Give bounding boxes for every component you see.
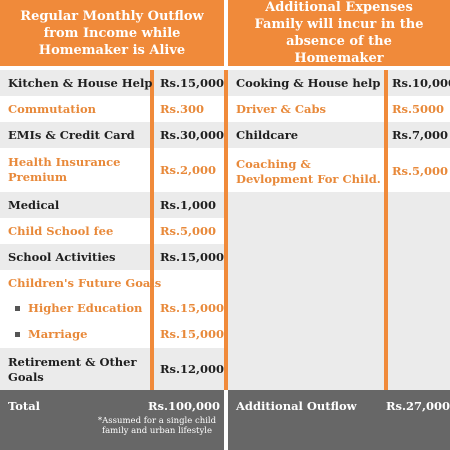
- list-item-value: Rs.12,000: [160, 362, 225, 376]
- total-value: Rs.100,000: [148, 399, 221, 413]
- list-item-value: Rs.2,000: [160, 163, 217, 177]
- left-header: Regular Monthly Outflow from Income whil…: [0, 0, 224, 66]
- list-item-label: Coaching & Devlopment For Child.: [236, 157, 381, 186]
- footnote: *Assumed for a single child family and u…: [97, 416, 217, 436]
- column-divider: [224, 70, 228, 390]
- row-bg: [0, 122, 224, 148]
- list-item-value: Rs.15,000: [160, 76, 225, 90]
- section-label: Children's Future Goals: [8, 276, 162, 290]
- list-item-label: Cooking & House help: [236, 76, 381, 90]
- bullet-icon: [15, 306, 20, 311]
- column-divider: [150, 70, 154, 390]
- list-item-value: Rs.15,000: [160, 250, 225, 264]
- row-bg: [0, 348, 224, 390]
- row-bg: [0, 270, 224, 348]
- list-item-label: Medical: [8, 198, 60, 212]
- list-item-label: Child School fee: [8, 224, 114, 238]
- row-bg: [228, 192, 450, 390]
- row-bg: [0, 96, 224, 122]
- footer-left: [0, 390, 224, 450]
- column-divider: [384, 70, 388, 390]
- list-item-value: Rs.5000: [392, 102, 445, 116]
- list-item-value: Rs.300: [160, 102, 205, 116]
- row-bg: [228, 70, 450, 96]
- list-item-value: Rs.5,000: [392, 164, 449, 178]
- list-item-value: Rs.15,000: [160, 327, 225, 341]
- additional-outflow-label: Additional Outflow: [236, 399, 357, 413]
- row-bg: [0, 192, 224, 218]
- additional-outflow-value: Rs.27,000: [386, 399, 450, 413]
- list-item-label: Higher Education: [28, 301, 143, 315]
- row-bg: [0, 70, 224, 96]
- bullet-icon: [15, 332, 20, 337]
- row-bg: [0, 218, 224, 244]
- header-divider: [224, 0, 228, 66]
- footer-right: [228, 390, 450, 450]
- list-item-label: Health Insurance Premium: [8, 155, 121, 184]
- list-item-label: Driver & Cabs: [236, 102, 326, 116]
- list-item-value: Rs.1,000: [160, 198, 217, 212]
- list-item-label: Kitchen & House Help: [8, 76, 153, 90]
- list-item-label: EMIs & Credit Card: [8, 128, 135, 142]
- row-bg: [0, 148, 224, 192]
- list-item-value: Rs.30,000: [160, 128, 225, 142]
- row-bg: [228, 148, 450, 192]
- list-item-label: School Activities: [8, 250, 116, 264]
- list-item-label: Marriage: [28, 327, 88, 341]
- list-item-value: Rs.5,000: [160, 224, 217, 238]
- list-item-label: Childcare: [236, 128, 299, 142]
- list-item-value: Rs.10,000: [392, 76, 450, 90]
- row-bg: [228, 122, 450, 148]
- list-item-label: Retirement & Other Goals: [8, 355, 137, 384]
- list-item-label: Commutation: [8, 102, 96, 116]
- list-item-value: Rs.15,000: [160, 301, 225, 315]
- row-bg: [228, 96, 450, 122]
- total-label: Total: [8, 399, 41, 413]
- list-item-value: Rs.7,000: [392, 128, 449, 142]
- row-bg: [0, 244, 224, 270]
- right-header: Additional Expenses Family will incur in…: [228, 0, 450, 66]
